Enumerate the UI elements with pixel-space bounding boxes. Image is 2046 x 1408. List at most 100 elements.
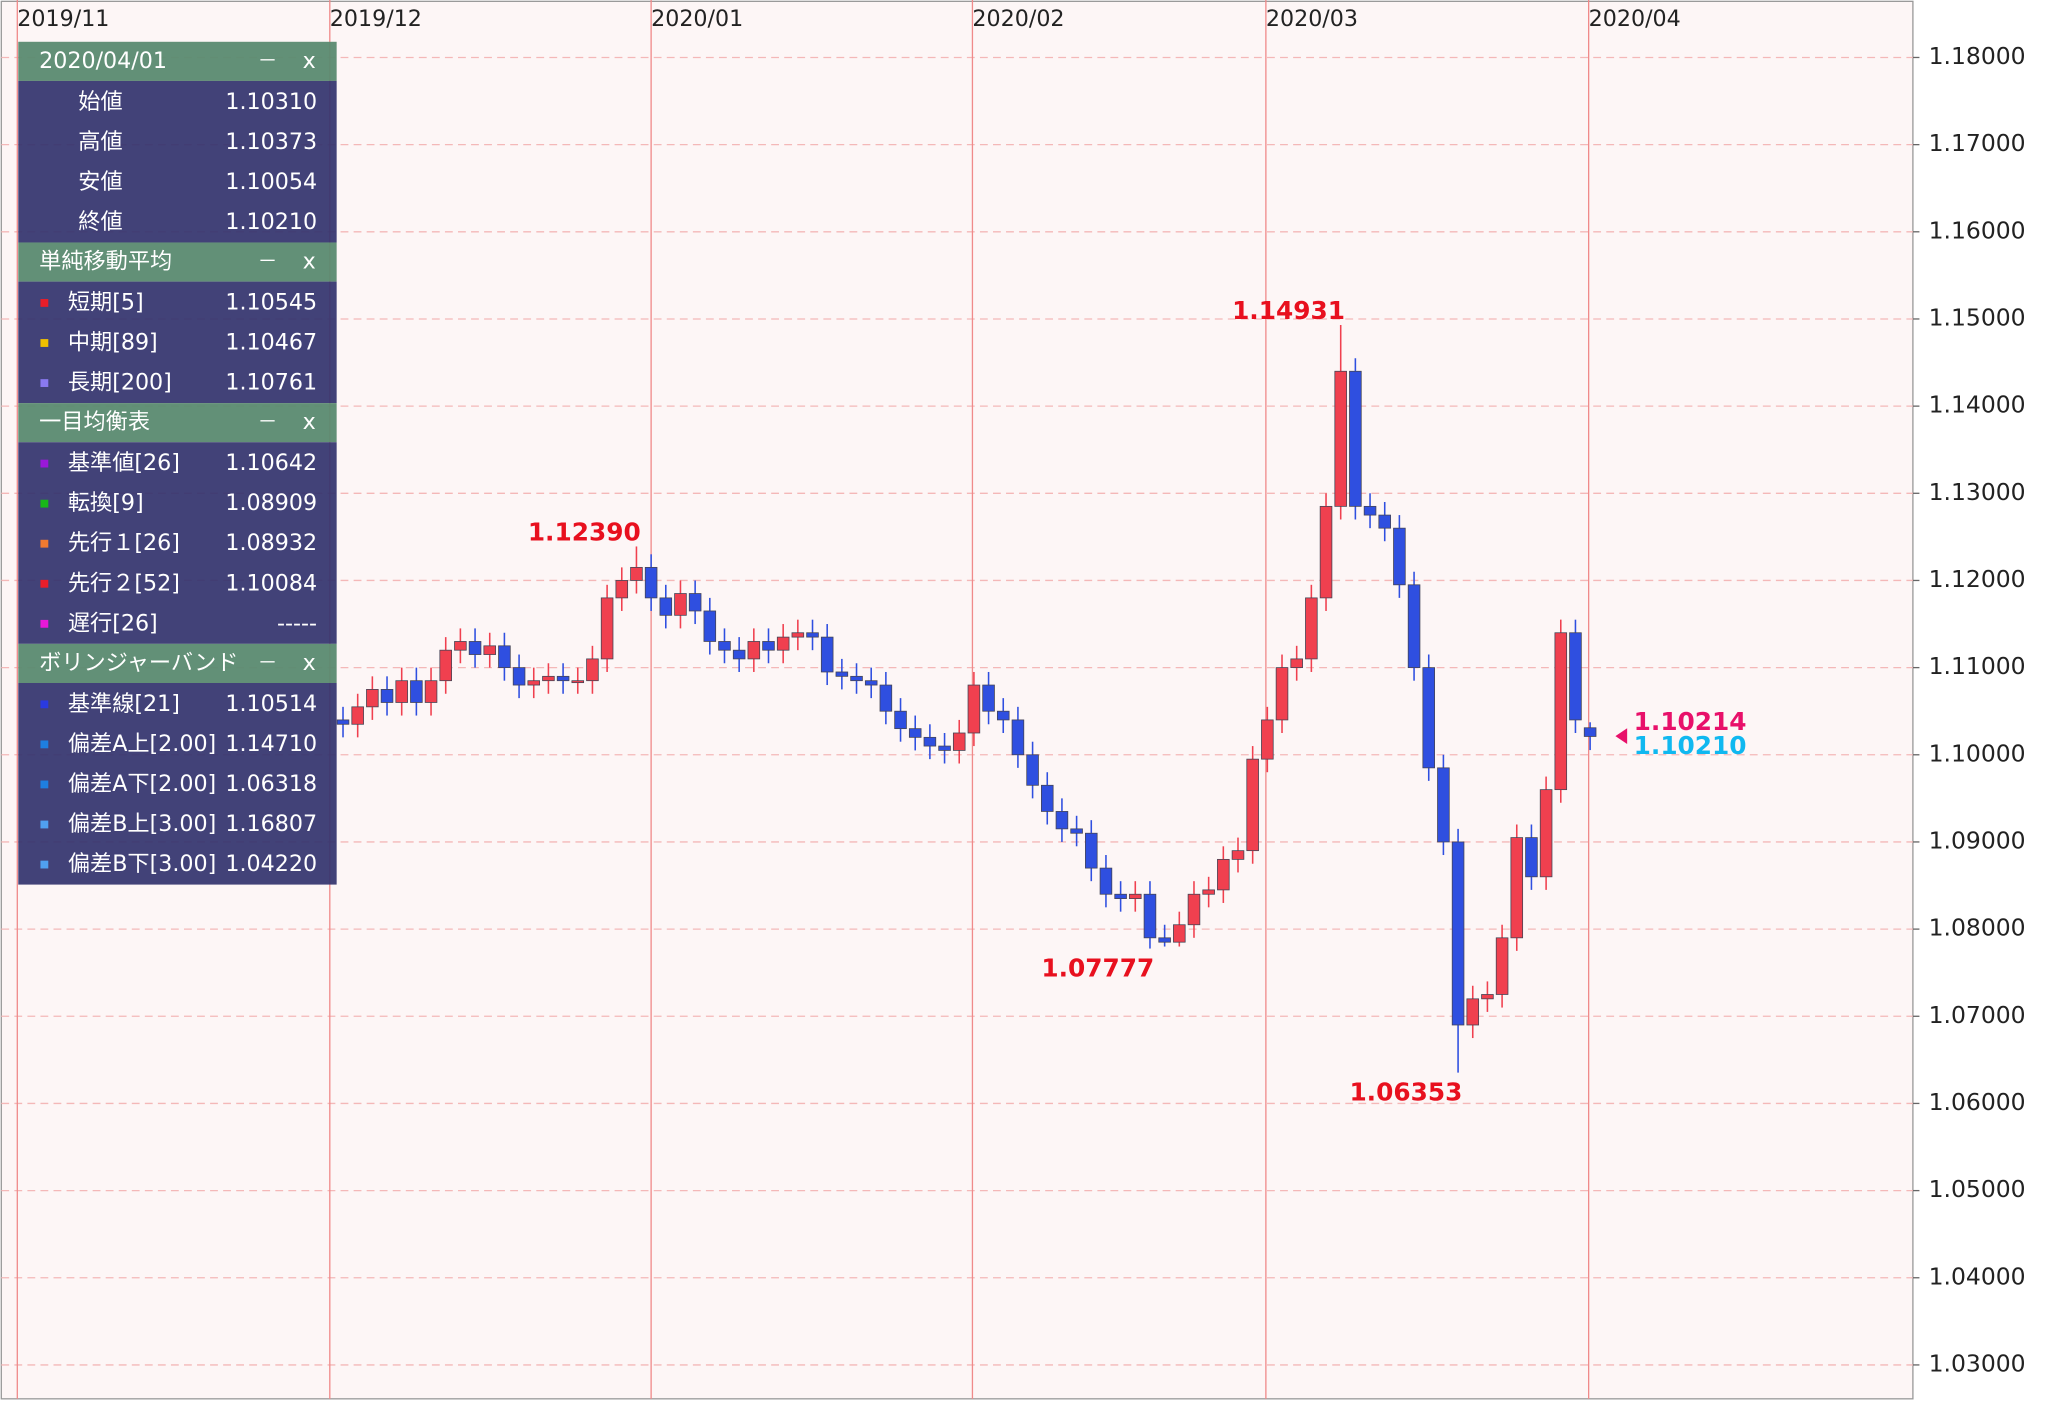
panel-title: 単純移動平均 <box>39 249 172 275</box>
minimize-button[interactable]: － <box>258 410 278 433</box>
row-label: 長期[200] <box>68 370 172 396</box>
y-tick-label: 1.11000 <box>1929 652 2026 680</box>
row-label: 偏差B下[3.00] <box>68 851 216 877</box>
candle-body <box>1070 828 1083 834</box>
candle-body <box>1055 811 1069 830</box>
legend-swatch <box>40 740 49 749</box>
candle-body <box>703 610 717 642</box>
candle-body <box>1569 632 1582 721</box>
candle-body <box>850 675 863 682</box>
x-tick-label: 2020/01 <box>651 6 743 32</box>
close-button[interactable]: x <box>303 409 316 435</box>
candle-body <box>1085 832 1098 869</box>
candle-body <box>1554 632 1568 791</box>
row-value: 1.04220 <box>225 851 317 877</box>
x-tick-label: 2019/11 <box>17 6 109 32</box>
row-label: 中期[89] <box>68 330 158 356</box>
row-value: 1.10545 <box>225 289 317 315</box>
row-value: 1.10054 <box>225 169 317 195</box>
candle-body <box>395 680 408 703</box>
row-label: 終値 <box>78 209 122 235</box>
legend-swatch <box>40 579 49 588</box>
candle-body <box>1422 667 1435 769</box>
minimize-button[interactable]: － <box>258 49 278 72</box>
y-tick-label: 1.07000 <box>1929 1001 2026 1029</box>
row-value: 1.10761 <box>225 370 317 396</box>
y-tick-label: 1.03000 <box>1929 1349 2026 1377</box>
legend-swatch <box>40 619 49 628</box>
candle-body <box>1363 505 1377 516</box>
legend-swatch <box>40 780 49 789</box>
candle-body <box>747 641 761 660</box>
candle-body <box>762 641 775 651</box>
candle-body <box>1231 850 1245 860</box>
row-value: 1.16807 <box>225 811 317 837</box>
y-tick-label: 1.08000 <box>1929 914 2026 942</box>
close-button[interactable]: x <box>303 48 316 74</box>
price-annotation: 1.14931 <box>1232 296 1345 325</box>
panel-body <box>18 682 337 885</box>
legend-swatch <box>40 860 49 869</box>
candle-body <box>1217 858 1230 891</box>
panel-header <box>18 403 337 443</box>
legend-swatch <box>40 459 49 468</box>
y-tick-label: 1.13000 <box>1929 478 2026 506</box>
legend-swatch <box>40 339 49 347</box>
candle-body <box>454 641 467 651</box>
panel-header <box>18 242 337 282</box>
row-label: 偏差A上[2.00] <box>68 731 216 757</box>
row-label: 偏差B上[3.00] <box>68 811 216 837</box>
candle-body <box>1275 667 1289 721</box>
candle-body <box>718 641 731 651</box>
legend-swatch <box>40 700 49 709</box>
candle-body <box>908 728 922 738</box>
close-button[interactable]: x <box>303 650 316 676</box>
row-value: ----- <box>277 610 317 636</box>
candle-body <box>366 689 379 708</box>
minimize-button[interactable]: － <box>258 250 278 273</box>
candle-body <box>791 632 805 638</box>
row-value: 1.10467 <box>225 330 317 356</box>
candle-body <box>923 736 937 747</box>
y-tick-label: 1.14000 <box>1929 391 2026 419</box>
row-value: 1.10084 <box>225 570 317 596</box>
candle-body <box>1539 789 1553 878</box>
y-tick-label: 1.15000 <box>1929 303 2026 331</box>
candle-body <box>1290 658 1303 669</box>
panel-header <box>18 643 337 683</box>
candle-body <box>1026 754 1039 786</box>
candle-body <box>615 580 629 599</box>
price-annotation: 1.12390 <box>528 517 641 546</box>
y-tick-label: 1.16000 <box>1929 216 2026 244</box>
candle-body <box>1187 893 1201 926</box>
candle-body <box>982 684 995 712</box>
candle-body <box>1305 597 1318 660</box>
y-tick-label: 1.05000 <box>1929 1175 2026 1203</box>
info-panel: 2020/04/01 － x 始値 1.10310 高値 1.10373 安値 1.10054 終… <box>18 41 337 885</box>
panel-body <box>18 80 337 243</box>
panel-title: ボリンジャーバンド <box>39 650 238 676</box>
close-button[interactable]: x <box>303 249 316 275</box>
y-tick-label: 1.04000 <box>1929 1262 2026 1290</box>
candle-body <box>644 566 658 599</box>
candle-body <box>894 710 907 730</box>
minimize-button[interactable]: － <box>258 651 278 674</box>
candle-body <box>1407 584 1421 669</box>
row-value: 1.10642 <box>225 450 317 476</box>
candle-body <box>571 680 585 684</box>
panel-title: 一目均衡表 <box>39 409 150 435</box>
x-tick-label: 2020/04 <box>1589 6 1681 32</box>
candle-body <box>674 593 687 616</box>
candle-body <box>1437 767 1450 843</box>
candle-body <box>1525 837 1538 878</box>
row-label: 先行１[26] <box>68 530 180 556</box>
y-tick-label: 1.17000 <box>1929 129 2026 157</box>
last-price-label: 1.10210 <box>1634 731 1747 760</box>
candle-body <box>1319 505 1333 599</box>
legend-swatch <box>40 539 49 548</box>
candle-body <box>820 636 834 673</box>
row-value: 1.10373 <box>225 129 317 155</box>
candle-body <box>527 680 541 686</box>
candle-body <box>1041 784 1054 812</box>
